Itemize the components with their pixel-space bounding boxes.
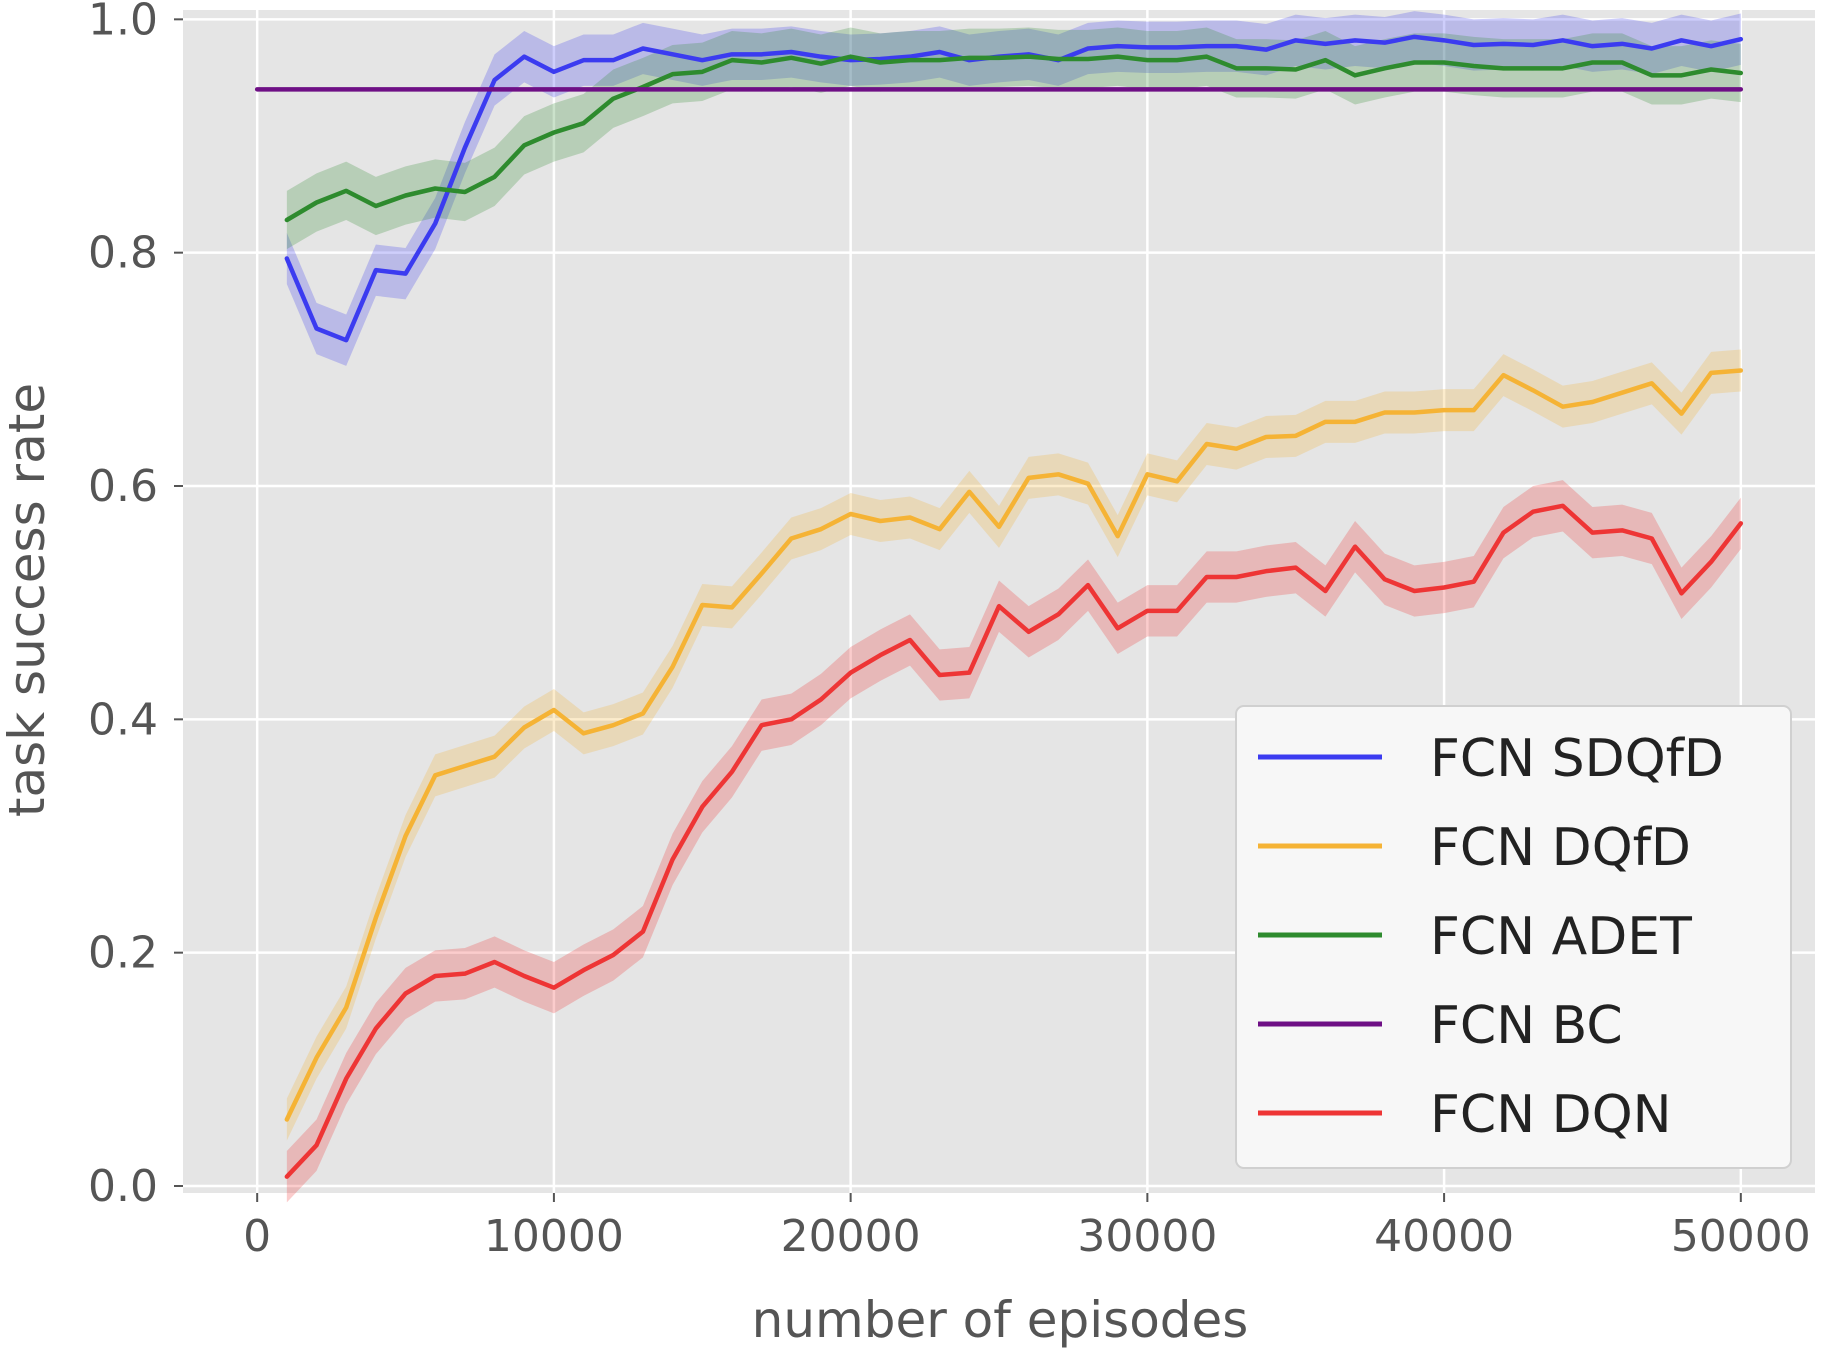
y-tick-label: 0.4	[88, 694, 158, 745]
legend-label-fcn-sdqfd: FCN SDQfD	[1430, 729, 1724, 789]
y-tick-label: 1.0	[88, 0, 158, 45]
series-lines	[254, 34, 1744, 1179]
grid	[183, 10, 1815, 1193]
x-tick-label: 20000	[781, 1211, 921, 1262]
legend-label-fcn-dqfd: FCN DQfD	[1430, 818, 1691, 878]
legend-box	[1235, 705, 1792, 1169]
x-axis-ticks: 0 10000 20000 30000 40000 50000	[243, 1193, 1811, 1262]
legend-label-fcn-bc: FCN BC	[1430, 996, 1623, 1056]
y-axis-ticks: 0.0 0.2 0.4 0.6 0.8 1.0	[88, 0, 183, 1212]
x-axis-label: number of episodes	[752, 1291, 1249, 1349]
x-tick-label: 10000	[484, 1211, 624, 1262]
fcn-dqn-band	[286, 480, 1741, 1203]
fcn-dqfd-band	[286, 349, 1741, 1141]
y-axis-label: task success rate	[0, 383, 56, 817]
legend-label-fcn-adet: FCN ADET	[1430, 907, 1692, 967]
x-tick-label: 50000	[1671, 1211, 1811, 1262]
x-tick-label: 30000	[1077, 1211, 1217, 1262]
fcn-dqfd-line	[284, 368, 1744, 1122]
x-tick-label: 40000	[1374, 1211, 1514, 1262]
fcn-dqn-line	[284, 503, 1744, 1179]
legend: FCN SDQfD FCN DQfD FCN ADET FCN BC FCN DQN	[1235, 705, 1792, 1169]
fcn-adet-line	[284, 54, 1744, 223]
y-tick-label: 0.2	[88, 928, 158, 979]
y-tick-label: 0.0	[88, 1161, 158, 1212]
y-tick-label: 0.6	[88, 461, 158, 512]
y-tick-label: 0.8	[88, 228, 158, 279]
legend-label-fcn-dqn: FCN DQN	[1430, 1085, 1672, 1145]
x-tick-label: 0	[243, 1211, 271, 1262]
